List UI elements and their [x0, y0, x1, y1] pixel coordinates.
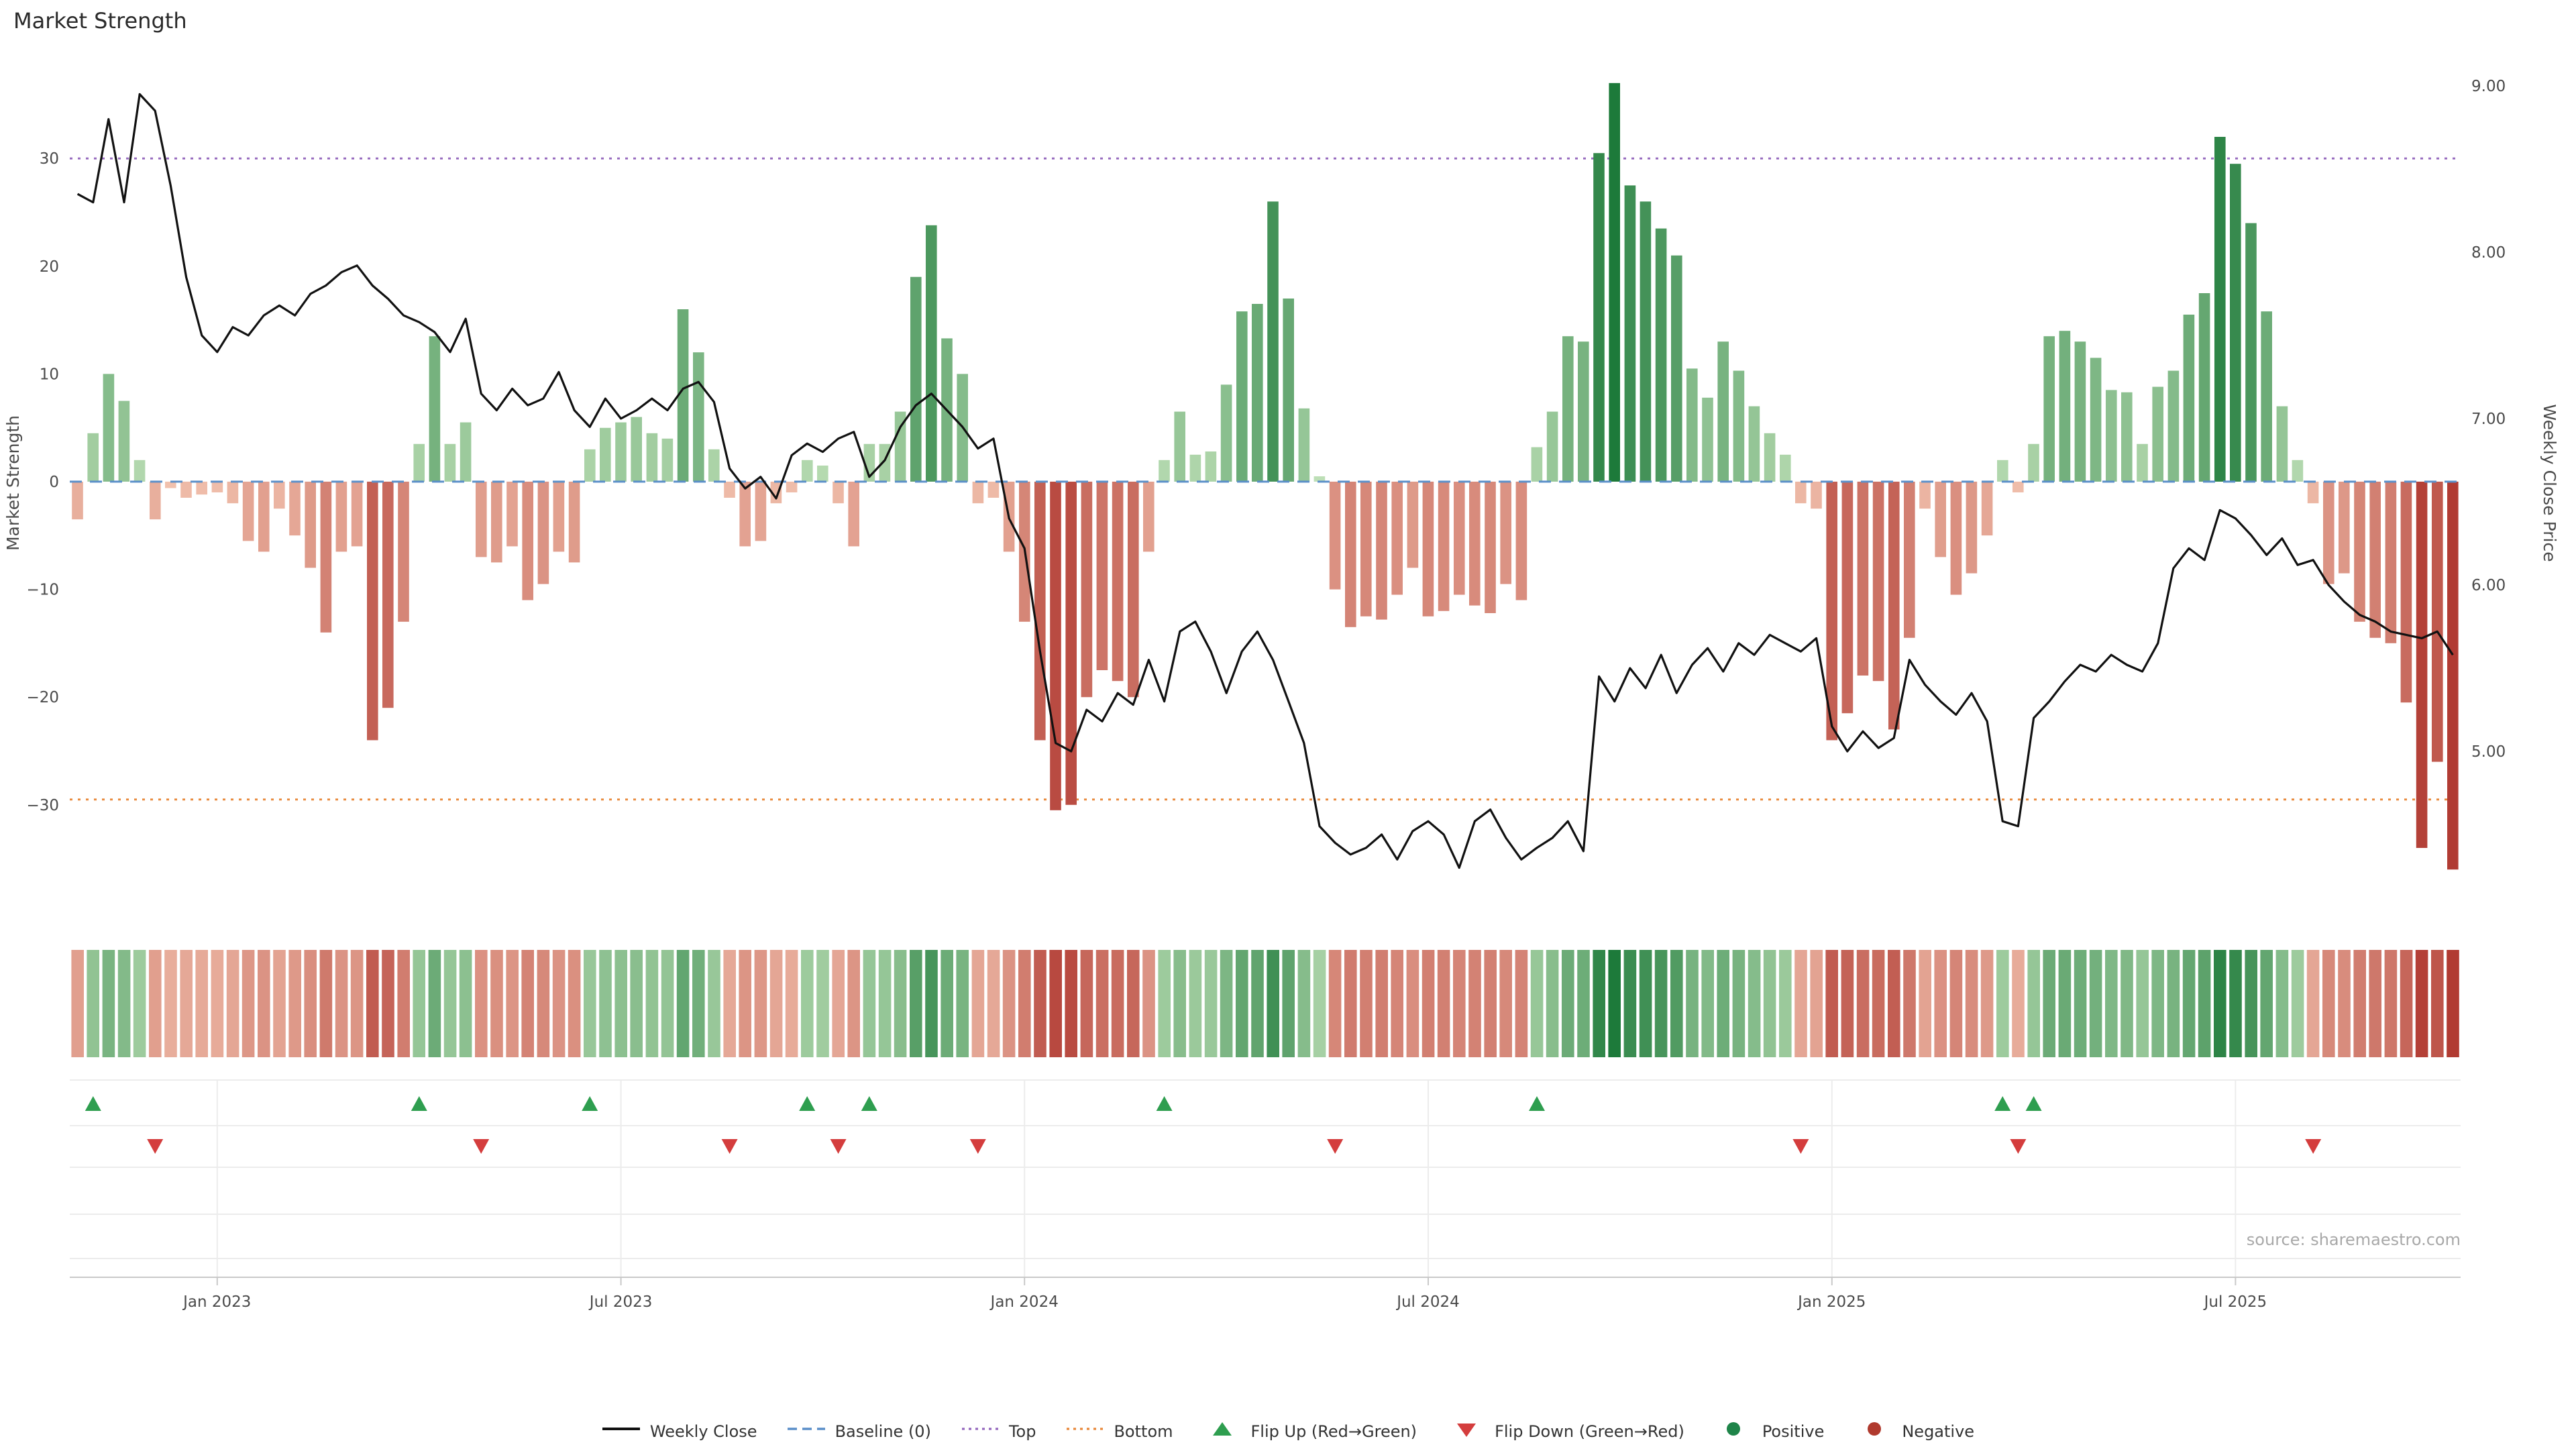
legend-item-baseline: Baseline (0) [787, 1418, 931, 1444]
left-axis-tick: −20 [26, 689, 59, 706]
right-axis-tick: 5.00 [2471, 743, 2506, 761]
top-symbol-icon [961, 1418, 1001, 1444]
legend-item-positive: Positive [1714, 1418, 1825, 1444]
strength-heatmap [71, 950, 2459, 1057]
flip-down-symbol-icon [1446, 1418, 1487, 1444]
strength-bars [72, 83, 2459, 870]
negative-symbol-icon [1854, 1418, 1894, 1444]
legend-label: Bottom [1114, 1421, 1173, 1440]
legend-item-top: Top [961, 1418, 1036, 1444]
x-axis-tick-label: Jan 2023 [182, 1293, 251, 1311]
left-axis-tick: 30 [40, 150, 59, 168]
x-axis-tick-label: Jul 2024 [1395, 1293, 1460, 1311]
baseline-symbol-icon [787, 1418, 827, 1444]
positive-symbol-icon [1714, 1418, 1754, 1444]
legend-item-flip-up: Flip Up (Red→Green) [1203, 1418, 1417, 1444]
legend-item-flip-down: Flip Down (Green→Red) [1446, 1418, 1684, 1444]
legend-item-bottom: Bottom [1065, 1418, 1173, 1444]
right-axis-tick: 9.00 [2471, 78, 2506, 95]
legend-item-weekly-close: Weekly Close [602, 1418, 757, 1444]
left-axis-tick: 0 [49, 474, 59, 491]
right-axis-label: Weekly Close Price [2540, 404, 2559, 561]
legend-label: Flip Down (Green→Red) [1495, 1421, 1684, 1440]
market-strength-chart: 30 20 10 0 −10 −20 −30 9.00 8.00 7.00 6.00 5.00 Mark… [3, 78, 2559, 1311]
flip-up-markers [85, 1096, 2042, 1111]
x-axis-tick-label: Jul 2025 [2203, 1293, 2267, 1311]
legend-label: Flip Up (Red→Green) [1250, 1421, 1417, 1440]
flip-up-symbol-icon [1203, 1418, 1243, 1444]
legend-label: Negative [1902, 1421, 1975, 1440]
left-axis-tick: −30 [26, 797, 59, 814]
right-axis-tick: 7.00 [2471, 411, 2506, 428]
left-axis-tick: 10 [40, 366, 59, 383]
legend-label: Top [1008, 1421, 1036, 1440]
x-axis-tick-label: Jan 2025 [1796, 1293, 1866, 1311]
left-axis-label: Market Strength [3, 415, 23, 551]
legend-item-negative: Negative [1854, 1418, 1974, 1444]
legend-label: Positive [1762, 1421, 1825, 1440]
right-axis-tick: 6.00 [2471, 577, 2506, 594]
chart-title: Market Strength [13, 8, 187, 34]
legend-label: Baseline (0) [835, 1421, 931, 1440]
x-axis-tick-label: Jul 2023 [588, 1293, 653, 1311]
bottom-symbol-icon [1065, 1418, 1106, 1444]
weekly-close-symbol-icon [602, 1418, 642, 1444]
legend-label: Weekly Close [649, 1421, 757, 1440]
left-axis-tick: −10 [26, 582, 59, 599]
flip-down-markers [147, 1139, 2322, 1154]
left-axis-tick: 20 [40, 258, 59, 276]
right-axis-tick: 8.00 [2471, 244, 2506, 262]
weekly-close-line [76, 93, 2454, 869]
x-axis-tick-label: Jan 2024 [989, 1293, 1059, 1311]
legend: Weekly Close Baseline (0) Top Bottom Flip Up… [0, 1418, 2576, 1444]
source-attribution: source: sharemaestro.com [2247, 1230, 2461, 1249]
